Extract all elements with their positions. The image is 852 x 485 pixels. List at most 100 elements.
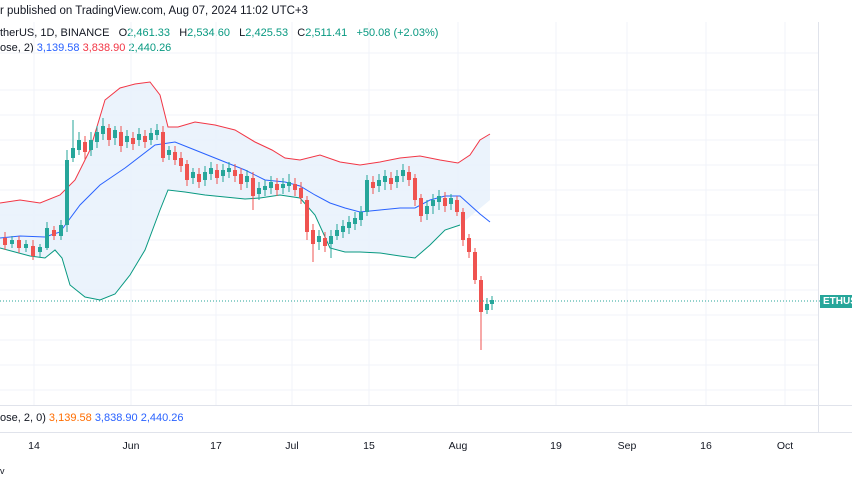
candle [38, 244, 42, 258]
candle [52, 226, 56, 240]
symbol-legend[interactable]: therUS, 1D, BINANCE O2,461.33 H2,534.60 … [0, 27, 438, 39]
publish-info: r published on TradingView.com, Aug 07, … [0, 5, 309, 17]
symbol-name[interactable]: therUS, 1D, BINANCE [0, 27, 110, 39]
candle [287, 174, 291, 192]
candle [83, 136, 87, 160]
candle [10, 236, 14, 248]
indicator-value-3: 2,440.26 [140, 412, 184, 424]
candle [227, 162, 231, 178]
candle [335, 224, 339, 240]
candle [323, 232, 327, 252]
x-tick-label: Oct [776, 440, 794, 452]
candle [215, 164, 219, 184]
x-tick-label: 14 [28, 440, 40, 452]
bb-params: ose, 2) [0, 42, 34, 54]
candle [485, 298, 489, 314]
high-value: 2,534.60 [187, 27, 230, 39]
candle [197, 168, 201, 188]
candle [131, 132, 135, 150]
pane-separator[interactable] [0, 405, 852, 406]
candle [293, 178, 297, 196]
bollinger-lower-line [0, 189, 461, 301]
candle [401, 164, 405, 182]
bb-basis-value: 3,139.58 [36, 42, 80, 54]
candle [311, 224, 315, 262]
candle [251, 172, 255, 210]
publish-header: r published on TradingView.com, Aug 07, … [0, 0, 852, 22]
candle [389, 172, 393, 190]
candle [365, 175, 369, 216]
candle [281, 178, 285, 194]
candle [185, 160, 189, 186]
candle [209, 162, 213, 180]
open-label: O [118, 27, 128, 39]
x-tick-label: Aug [448, 440, 468, 452]
x-tick-label: Sep [617, 440, 637, 452]
candle [359, 206, 363, 226]
bollinger-legend[interactable]: ose, 2) 3,139.58 3,838.90 2,440.26 [0, 42, 171, 54]
open-value: 2,461.33 [127, 27, 170, 39]
change-value: +50.08 (+2.03%) [356, 27, 439, 39]
x-tick-label: Jul [285, 440, 299, 452]
x-tick-label: 17 [210, 440, 222, 452]
candle [221, 164, 225, 182]
indicator-value-1: 3,139.58 [48, 412, 92, 424]
candle [479, 276, 483, 350]
indicator-pane-legend[interactable]: ose, 2, 0) 3,139.58 3,838.90 2,440.26 [0, 412, 184, 424]
time-axis-border [0, 432, 852, 433]
candle [125, 130, 129, 148]
close-label: C [297, 27, 306, 39]
price-axis-border [818, 22, 819, 432]
candle [473, 248, 477, 284]
candle [419, 194, 423, 222]
x-tick-label: 19 [550, 440, 562, 452]
candlestick-series [3, 118, 494, 350]
candle [203, 166, 207, 186]
bb-lower-value: 2,440.26 [128, 42, 172, 54]
candle [407, 166, 411, 186]
candle [191, 168, 195, 184]
candle [299, 182, 303, 204]
x-tick-label: Jun [122, 440, 140, 452]
candle [101, 118, 105, 140]
candle [377, 174, 381, 192]
candle [155, 124, 159, 140]
candle [45, 222, 49, 250]
candle [3, 232, 7, 250]
candle [89, 132, 93, 156]
indicator-value-2: 3,838.90 [94, 412, 138, 424]
candle [341, 220, 345, 238]
tradingview-logo[interactable]: v [0, 466, 5, 476]
candle [239, 168, 243, 190]
candle [347, 216, 351, 234]
candle [95, 126, 99, 148]
low-value: 2,425.53 [245, 27, 289, 39]
candle [179, 152, 183, 172]
indicator-params: ose, 2, 0) [0, 412, 46, 424]
candle [137, 128, 141, 146]
candle [119, 126, 123, 152]
candle [490, 296, 494, 310]
candle [143, 130, 147, 148]
candle [317, 230, 321, 250]
candle [461, 208, 465, 246]
candle [233, 164, 237, 182]
candle [65, 150, 69, 232]
candle [383, 170, 387, 190]
candle [371, 176, 375, 194]
candle [71, 120, 75, 162]
candle [167, 146, 171, 160]
x-tick-label: 15 [363, 440, 375, 452]
candle [149, 128, 153, 145]
candle [59, 220, 63, 240]
candle [17, 236, 21, 253]
candle [263, 180, 267, 196]
candle [449, 194, 453, 210]
candle [257, 182, 261, 200]
candle [443, 192, 447, 212]
candle [455, 196, 459, 216]
candle [353, 212, 357, 230]
candle [329, 230, 333, 258]
candle [305, 196, 309, 240]
